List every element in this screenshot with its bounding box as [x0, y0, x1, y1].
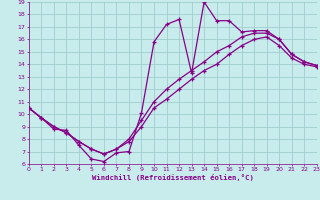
X-axis label: Windchill (Refroidissement éolien,°C): Windchill (Refroidissement éolien,°C)	[92, 174, 254, 181]
